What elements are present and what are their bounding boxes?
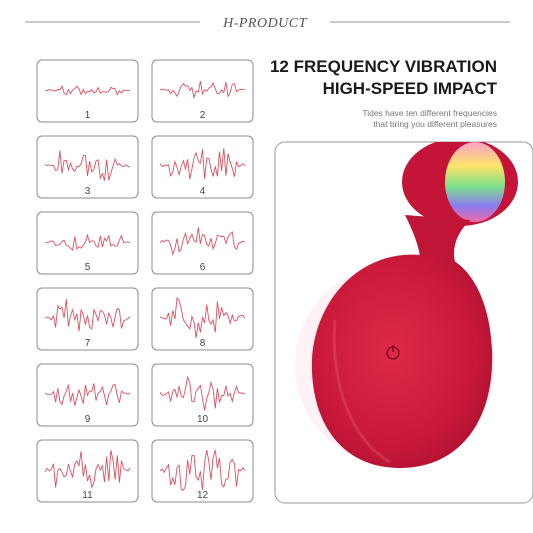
mode-box bbox=[36, 135, 139, 199]
waveform bbox=[44, 150, 131, 181]
waveform bbox=[159, 375, 246, 411]
mode-box bbox=[151, 439, 254, 503]
waveform bbox=[44, 233, 131, 251]
mode-number: 11 bbox=[82, 490, 93, 501]
mode-number: 12 bbox=[197, 490, 209, 501]
waveform bbox=[44, 383, 131, 406]
waveform bbox=[159, 81, 246, 100]
mode-number: 7 bbox=[85, 338, 91, 349]
waveform bbox=[159, 449, 246, 491]
waveform bbox=[159, 296, 246, 339]
headline: HIGH-SPEED IMPACT bbox=[323, 79, 498, 98]
mode-box bbox=[151, 211, 254, 275]
neck bbox=[405, 215, 470, 262]
product-photo bbox=[295, 142, 518, 468]
mode-box bbox=[151, 59, 254, 123]
header-title: H-PRODUCT bbox=[222, 16, 308, 31]
mode-box bbox=[151, 135, 254, 199]
waveform bbox=[159, 227, 246, 256]
mode-number: 10 bbox=[197, 414, 209, 425]
mode-number: 1 bbox=[85, 110, 91, 121]
highlight bbox=[332, 319, 391, 464]
mode-box bbox=[36, 211, 139, 275]
mode-box bbox=[151, 363, 254, 427]
mode-number: 5 bbox=[85, 262, 91, 273]
mode-number: 9 bbox=[85, 414, 91, 425]
waveform bbox=[44, 450, 131, 489]
mode-number: 8 bbox=[200, 338, 206, 349]
waveform bbox=[159, 147, 246, 180]
bulb bbox=[311, 254, 493, 468]
waveform bbox=[44, 299, 131, 332]
headline: 12 FREQUENCY VIBRATION bbox=[270, 57, 497, 76]
light-ring bbox=[445, 142, 505, 222]
mode-number: 6 bbox=[200, 262, 206, 273]
waveform bbox=[44, 84, 131, 96]
mode-box bbox=[36, 287, 139, 351]
mode-number: 2 bbox=[200, 110, 206, 121]
subtitle: Tides have ten different frequencies bbox=[362, 108, 497, 118]
mode-box bbox=[36, 439, 139, 503]
mode-number: 3 bbox=[85, 186, 91, 197]
mode-number: 4 bbox=[200, 186, 206, 197]
subtitle: that bring you different pleasures bbox=[373, 119, 497, 129]
